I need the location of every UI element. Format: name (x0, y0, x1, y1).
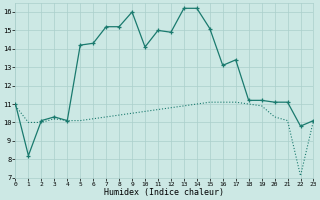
X-axis label: Humidex (Indice chaleur): Humidex (Indice chaleur) (104, 188, 224, 197)
